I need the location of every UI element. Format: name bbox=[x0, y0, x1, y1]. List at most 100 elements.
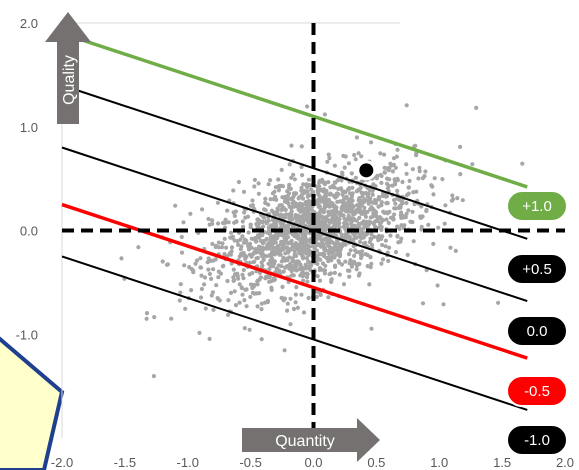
scatter-point bbox=[210, 221, 215, 226]
scatter-point bbox=[382, 210, 387, 215]
scatter-point bbox=[242, 237, 248, 242]
scatter-point bbox=[203, 306, 208, 311]
scatter-point bbox=[346, 215, 351, 220]
scatter-point bbox=[347, 268, 352, 273]
scatter-point bbox=[420, 214, 425, 219]
scatter-point bbox=[188, 211, 193, 216]
scatter-point bbox=[357, 209, 362, 214]
scatter-point bbox=[455, 196, 460, 201]
scatter-point bbox=[305, 194, 310, 199]
scatter-point bbox=[274, 197, 279, 202]
scatter-point bbox=[270, 191, 275, 196]
scatter-point bbox=[388, 233, 393, 238]
scatter-point bbox=[496, 300, 501, 305]
scatter-point bbox=[383, 244, 388, 249]
scatter-point bbox=[334, 252, 339, 257]
scatter-point bbox=[283, 251, 288, 256]
scatter-point bbox=[241, 276, 246, 281]
scatter-point bbox=[338, 247, 343, 252]
scatter-point bbox=[306, 177, 311, 182]
scatter-point bbox=[369, 205, 374, 210]
quality-axis-arrow: Quality bbox=[45, 12, 91, 124]
scatter-point bbox=[365, 209, 370, 214]
scatter-point bbox=[199, 286, 204, 292]
scatter-point bbox=[248, 241, 253, 246]
scatter-point bbox=[379, 227, 384, 232]
iso-lines bbox=[61, 31, 528, 411]
scatter-point bbox=[301, 273, 306, 278]
scatter-point bbox=[206, 267, 211, 272]
scatter-point bbox=[298, 214, 303, 219]
scatter-point bbox=[232, 238, 237, 243]
scatter-point bbox=[273, 185, 278, 190]
scatter-point bbox=[179, 234, 184, 240]
scatter-point bbox=[231, 188, 236, 193]
scatter-point bbox=[327, 156, 332, 161]
scatter-point bbox=[328, 271, 333, 276]
scatter-point bbox=[352, 152, 357, 158]
scatter-point bbox=[375, 217, 380, 222]
scatter-point bbox=[404, 103, 409, 108]
scatter-point bbox=[280, 284, 285, 289]
scatter-point bbox=[384, 217, 389, 222]
scatter-point bbox=[374, 210, 379, 215]
scatter-point bbox=[346, 252, 352, 257]
scatter-point bbox=[343, 227, 348, 232]
scatter-point bbox=[287, 162, 292, 167]
scatter-point bbox=[294, 268, 299, 273]
scatter-point bbox=[386, 258, 391, 264]
scatter-point bbox=[363, 223, 368, 228]
scatter-point bbox=[348, 259, 353, 265]
x-tick-label: -2.0 bbox=[51, 455, 73, 470]
scatter-point bbox=[390, 169, 395, 174]
scatter-point bbox=[339, 178, 344, 183]
scatter-point bbox=[119, 256, 124, 261]
scatter-point bbox=[360, 253, 365, 258]
scatter-point bbox=[178, 290, 183, 295]
scatter-point bbox=[232, 213, 237, 218]
scatter-point bbox=[200, 207, 205, 212]
scatter-point bbox=[289, 209, 294, 214]
scatter-point bbox=[325, 240, 330, 245]
scatter-point bbox=[318, 257, 323, 262]
iso-line-label-pill bbox=[506, 315, 568, 347]
scatter-point bbox=[301, 246, 306, 251]
scatter-point bbox=[386, 220, 391, 226]
scatter-point bbox=[237, 282, 242, 287]
scatter-point bbox=[460, 198, 465, 203]
scatter-point bbox=[305, 246, 310, 251]
scatter-point bbox=[393, 250, 399, 255]
scatter-point bbox=[416, 176, 421, 181]
scatter-point bbox=[404, 193, 410, 198]
scatter-point bbox=[316, 203, 321, 208]
scatter-point bbox=[332, 163, 337, 168]
scatter-point bbox=[341, 282, 347, 287]
y-tick-label: 2.0 bbox=[20, 16, 38, 31]
scatter-point bbox=[235, 274, 240, 279]
scatter-point bbox=[293, 292, 298, 297]
scatter-point bbox=[432, 176, 437, 181]
scatter-point bbox=[392, 212, 397, 217]
scatter-point bbox=[152, 315, 157, 320]
scatter-point bbox=[282, 296, 287, 301]
scatter-point bbox=[326, 152, 331, 157]
scatter-point bbox=[342, 165, 347, 170]
scatter-point bbox=[299, 185, 304, 190]
scatter-point bbox=[240, 272, 245, 277]
scatter-point bbox=[177, 298, 182, 303]
scatter-point bbox=[328, 191, 333, 196]
scatter-point bbox=[314, 242, 319, 247]
scatter-point bbox=[279, 259, 284, 264]
scatter-point bbox=[379, 180, 384, 185]
scatter-point bbox=[144, 316, 149, 321]
scatter-point bbox=[332, 270, 337, 275]
scatter-point bbox=[303, 236, 308, 241]
scatter-point bbox=[210, 218, 215, 223]
scatter-point bbox=[373, 224, 378, 229]
scatter-point bbox=[329, 277, 334, 282]
scatter-point bbox=[301, 209, 306, 214]
scatter-point bbox=[330, 250, 335, 255]
scatter-point bbox=[411, 239, 416, 244]
scatter-point bbox=[400, 179, 405, 185]
scatter-point bbox=[216, 245, 221, 250]
